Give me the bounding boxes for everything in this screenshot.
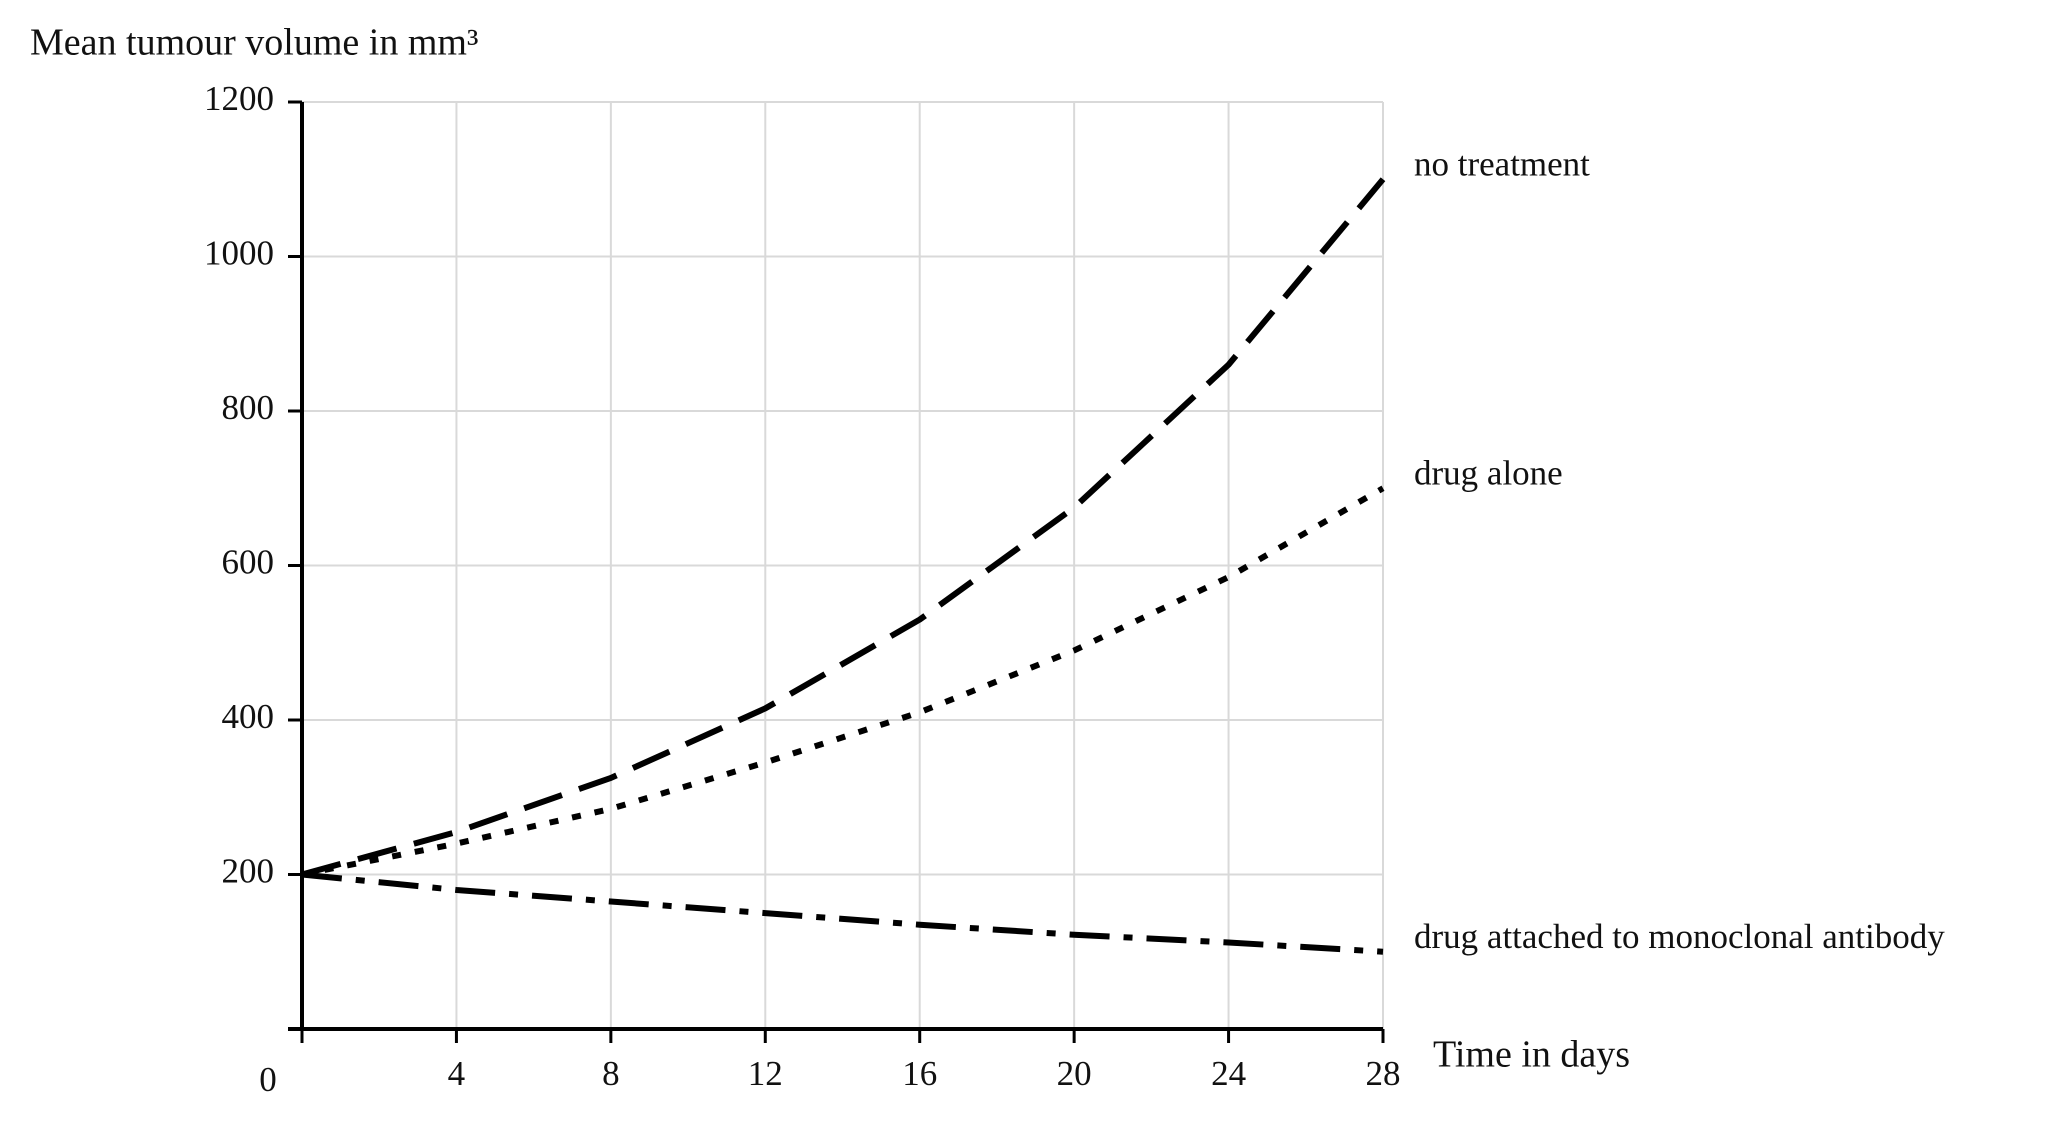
series-line — [301, 177, 1386, 878]
x-axis-label: Time in days — [1433, 1034, 1630, 1076]
x-tick-label: 8 — [602, 1054, 620, 1093]
y-tick-label: 200 — [222, 852, 275, 891]
x-tick-label: 16 — [902, 1054, 937, 1093]
y-tick-label: 800 — [222, 388, 275, 427]
x-tick-label: 4 — [448, 1054, 466, 1093]
y-tick-label: 1000 — [204, 234, 274, 273]
series-label: drug attached to monoclonal antibody — [1414, 917, 1945, 956]
y-tick-label: 600 — [222, 543, 275, 582]
series-label: no treatment — [1414, 144, 1590, 183]
x-tick-label: 24 — [1211, 1054, 1246, 1093]
series-line — [301, 871, 1384, 955]
x-tick-label: 12 — [748, 1054, 783, 1093]
y-tick-label: 400 — [222, 697, 275, 736]
x-tick-label: 20 — [1057, 1054, 1092, 1093]
series-label: drug alone — [1414, 453, 1563, 492]
x-tick-label: 28 — [1366, 1054, 1401, 1093]
series-line — [301, 485, 1385, 878]
chart-title: Mean tumour volume in mm³ — [30, 22, 478, 64]
y-tick-label: 1200 — [204, 79, 274, 118]
x-tick-label: 0 — [259, 1060, 277, 1099]
